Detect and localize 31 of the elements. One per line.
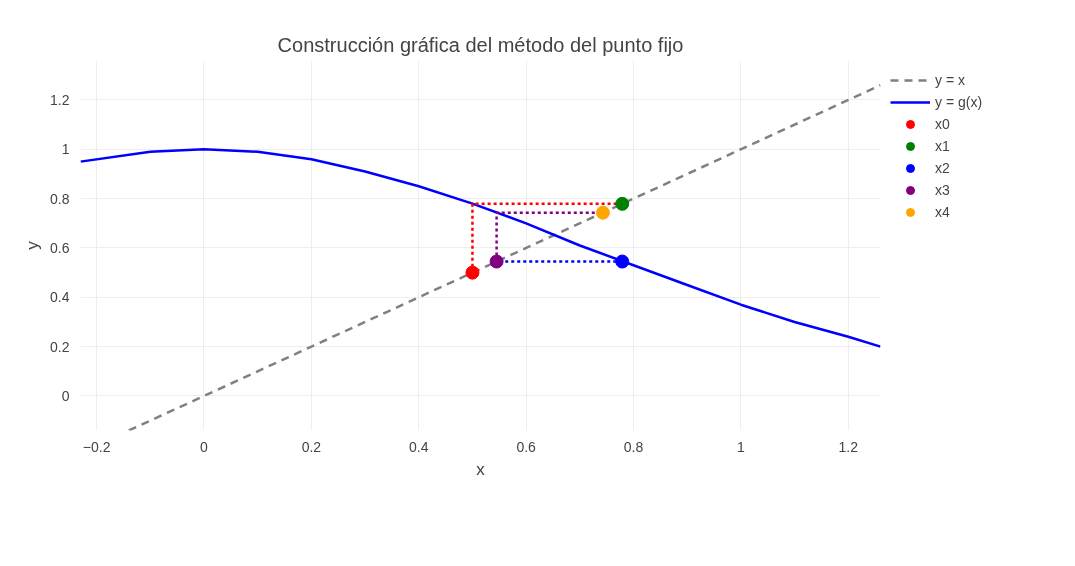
x-tick-label: 0 <box>200 438 209 455</box>
x-tick-label: 0.2 <box>301 438 322 455</box>
x-axis-title: x <box>476 459 486 479</box>
legend-label: y = x <box>935 72 965 88</box>
legend-label: x1 <box>935 138 951 154</box>
legend-label: x4 <box>935 204 951 220</box>
legend-label: x2 <box>935 160 951 176</box>
legend-label: x3 <box>935 182 951 198</box>
y-axis-title: y <box>23 240 43 250</box>
y-tick-label: 0.4 <box>50 289 70 306</box>
y-tick-label: 0.8 <box>50 190 70 207</box>
x-tick-label: 1 <box>737 438 746 455</box>
point <box>595 205 610 220</box>
legend-label: x0 <box>935 116 951 132</box>
point <box>615 196 630 211</box>
chart-title: Construcción gráfica del método del punto fijo <box>277 33 684 56</box>
x-tick-label: 0.6 <box>516 438 537 455</box>
y-tick-label: 1.2 <box>50 91 70 108</box>
y-tick-label: 0 <box>61 387 70 404</box>
line-series <box>80 148 881 348</box>
x-tick-label: 0.8 <box>623 438 644 455</box>
x-tick-label: −0.2 <box>82 438 111 455</box>
point <box>615 254 630 269</box>
y-tick-label: 1 <box>61 141 70 158</box>
legend-label: y = g(x) <box>935 94 983 110</box>
point <box>465 265 480 280</box>
x-tick-label: 0.4 <box>409 438 429 455</box>
x-tick-label: 1.2 <box>838 438 859 455</box>
point <box>489 254 504 269</box>
y-tick-label: 0.6 <box>50 239 70 256</box>
y-tick-label: 0.2 <box>50 338 70 355</box>
